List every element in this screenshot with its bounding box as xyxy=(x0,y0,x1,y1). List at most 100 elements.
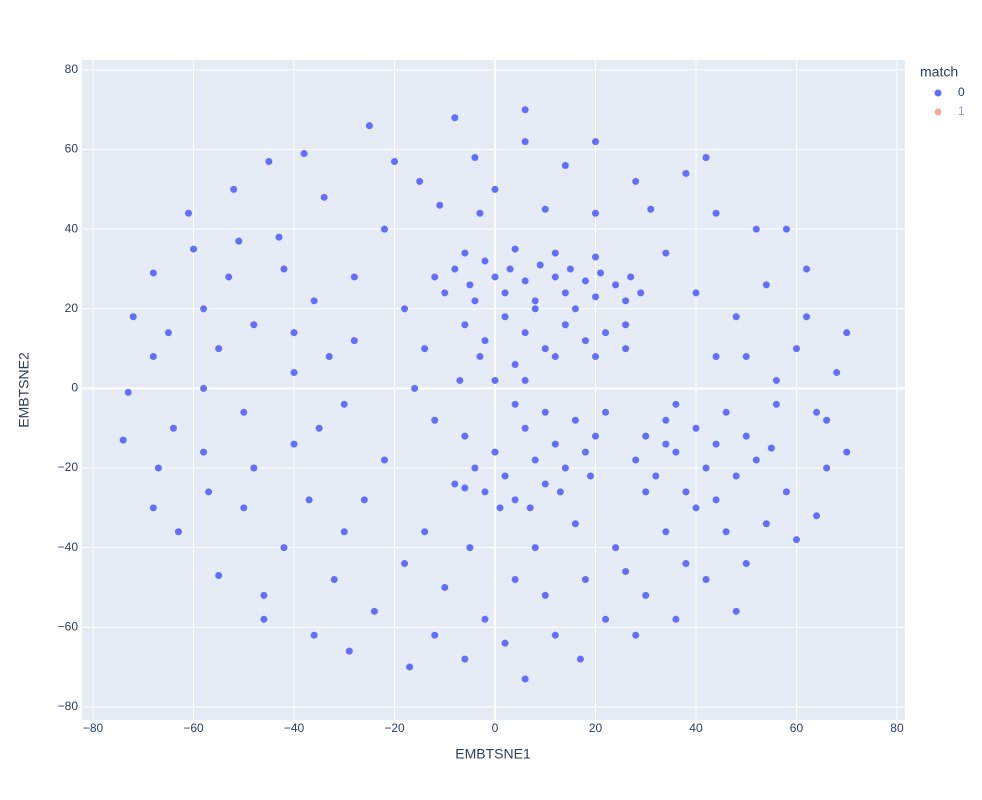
point xyxy=(491,273,499,281)
point xyxy=(416,177,424,185)
point xyxy=(300,150,308,158)
point xyxy=(501,639,509,647)
point xyxy=(406,663,414,671)
point xyxy=(421,528,429,536)
point xyxy=(632,631,640,639)
point xyxy=(350,337,358,345)
point xyxy=(622,345,630,353)
point xyxy=(461,249,469,257)
point xyxy=(571,416,579,424)
point xyxy=(491,376,499,384)
legend: 01 xyxy=(934,85,966,118)
point xyxy=(541,345,549,353)
point xyxy=(260,615,268,623)
point xyxy=(752,225,760,233)
point xyxy=(481,337,489,345)
legend-item[interactable]: 0 xyxy=(934,85,966,99)
point xyxy=(169,424,177,432)
point xyxy=(536,261,544,269)
point xyxy=(551,273,559,281)
point xyxy=(511,496,519,504)
legend-item[interactable]: 1 xyxy=(934,104,966,118)
labels: −80 −60 −40 −20 0 20 40 60 80 −80 −60 −40 −20 0 20 40 60… xyxy=(58,62,904,735)
x-tick-label: 60 xyxy=(790,721,804,735)
point xyxy=(551,249,559,257)
point xyxy=(200,305,208,313)
point xyxy=(124,388,132,396)
point xyxy=(642,488,650,496)
point xyxy=(240,504,248,512)
point xyxy=(551,353,559,361)
point xyxy=(632,456,640,464)
point xyxy=(280,265,288,273)
point xyxy=(471,297,479,305)
point xyxy=(250,464,258,472)
point xyxy=(431,416,439,424)
y-tick-label: 40 xyxy=(65,221,79,235)
point xyxy=(561,289,569,297)
point xyxy=(154,464,162,472)
point xyxy=(451,114,459,122)
point xyxy=(451,480,459,488)
point xyxy=(712,440,720,448)
point xyxy=(732,607,740,615)
point xyxy=(310,297,318,305)
point xyxy=(662,249,670,257)
point xyxy=(803,265,811,273)
point xyxy=(782,225,790,233)
point xyxy=(521,675,529,683)
point xyxy=(551,440,559,448)
point xyxy=(602,408,610,416)
point xyxy=(225,273,233,281)
y-tick-label: −80 xyxy=(58,699,79,713)
point xyxy=(692,424,700,432)
point xyxy=(531,305,539,313)
point xyxy=(612,544,620,552)
points xyxy=(119,106,851,683)
point xyxy=(456,376,464,384)
point xyxy=(602,615,610,623)
x-tick-label: −40 xyxy=(284,721,305,735)
legend-label: 1 xyxy=(958,104,965,118)
point xyxy=(742,353,750,361)
point xyxy=(722,528,730,536)
point xyxy=(652,472,660,480)
point xyxy=(149,353,157,361)
y-tick-label: −60 xyxy=(58,619,79,633)
point xyxy=(471,464,479,472)
point xyxy=(164,329,172,337)
point xyxy=(581,337,589,345)
x-tick-label: 20 xyxy=(589,721,603,735)
point xyxy=(265,158,273,166)
point xyxy=(461,321,469,329)
point xyxy=(813,408,821,416)
point xyxy=(813,512,821,520)
point xyxy=(682,488,690,496)
point xyxy=(174,528,182,536)
point xyxy=(476,353,484,361)
point xyxy=(772,376,780,384)
point xyxy=(401,560,409,568)
point xyxy=(305,496,313,504)
legend-marker xyxy=(934,108,942,116)
point xyxy=(591,253,599,261)
point xyxy=(275,233,283,241)
point xyxy=(843,329,851,337)
point xyxy=(260,591,268,599)
point xyxy=(632,177,640,185)
point xyxy=(491,448,499,456)
point xyxy=(576,655,584,663)
point xyxy=(280,544,288,552)
point xyxy=(365,122,373,130)
point xyxy=(149,269,157,277)
x-tick-label: −80 xyxy=(83,721,104,735)
y-tick-label: 80 xyxy=(65,62,79,76)
point xyxy=(466,281,474,289)
grid xyxy=(82,60,905,720)
point xyxy=(591,353,599,361)
point xyxy=(622,321,630,329)
point xyxy=(712,353,720,361)
point xyxy=(541,205,549,213)
point xyxy=(581,448,589,456)
point xyxy=(330,575,338,583)
